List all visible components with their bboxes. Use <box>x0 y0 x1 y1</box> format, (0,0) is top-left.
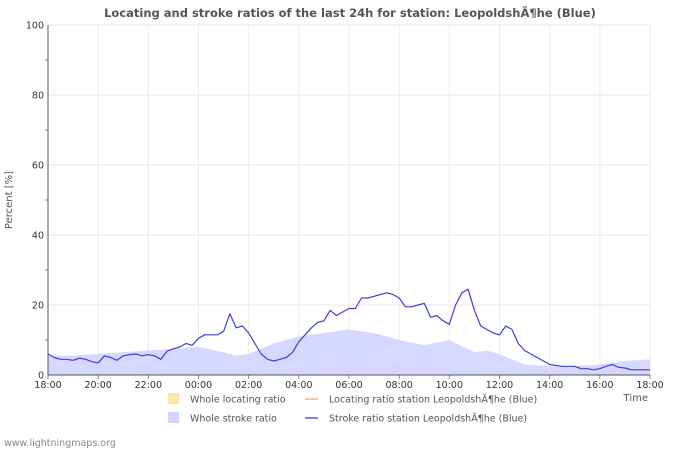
x-tick-label: 18:00 <box>636 380 663 391</box>
series-layer <box>47 288 651 375</box>
x-tick-label: 00:00 <box>185 380 212 391</box>
x-tick-label: 16:00 <box>586 380 613 391</box>
series-line-3 <box>47 288 650 371</box>
y-axis-label: Percent [%] <box>4 171 15 229</box>
x-tick-label: 14:00 <box>536 380 563 391</box>
y-tick-label: 60 <box>32 161 44 172</box>
y-tick-label: 80 <box>32 91 44 102</box>
y-tick-label: 100 <box>26 21 44 32</box>
legend-swatch-2 <box>168 412 179 423</box>
x-tick-label: 02:00 <box>235 380 262 391</box>
x-tick-label: 08:00 <box>385 380 412 391</box>
footer-credit: www.lightningmaps.org <box>4 438 116 449</box>
legend-label-3: Stroke ratio station LeopoldshÃ¶he (Blue… <box>329 414 527 425</box>
x-tick-label: 12:00 <box>486 380 513 391</box>
x-tick-label: 04:00 <box>285 380 312 391</box>
x-tick-label: 06:00 <box>335 380 362 391</box>
y-tick-label: 40 <box>32 231 44 242</box>
legend: Whole locating ratio Locating ratio stati… <box>168 393 537 425</box>
axes <box>45 25 651 379</box>
x-axis-label: Time <box>623 393 648 404</box>
legend-swatch-0 <box>168 393 179 404</box>
series-area-2 <box>48 329 650 375</box>
legend-label-2: Whole stroke ratio <box>190 414 277 425</box>
y-tick-label: 0 <box>38 371 44 382</box>
y-tick-label: 20 <box>32 301 44 312</box>
x-tick-label: 20:00 <box>84 380 111 391</box>
legend-label-0: Whole locating ratio <box>190 395 286 406</box>
grid <box>48 24 651 375</box>
x-tick-label: 18:00 <box>34 380 61 391</box>
legend-label-1: Locating ratio station LeopoldshÃ¶he (Bl… <box>329 395 537 406</box>
x-tick-label: 22:00 <box>135 380 162 391</box>
x-tick-label: 10:00 <box>436 380 463 391</box>
chart-title: Locating and stroke ratios of the last 2… <box>104 5 596 20</box>
tick-labels: 0 20 40 60 80 100 18:00 20:00 22:00 00:00 02:00 04:… <box>26 21 664 392</box>
